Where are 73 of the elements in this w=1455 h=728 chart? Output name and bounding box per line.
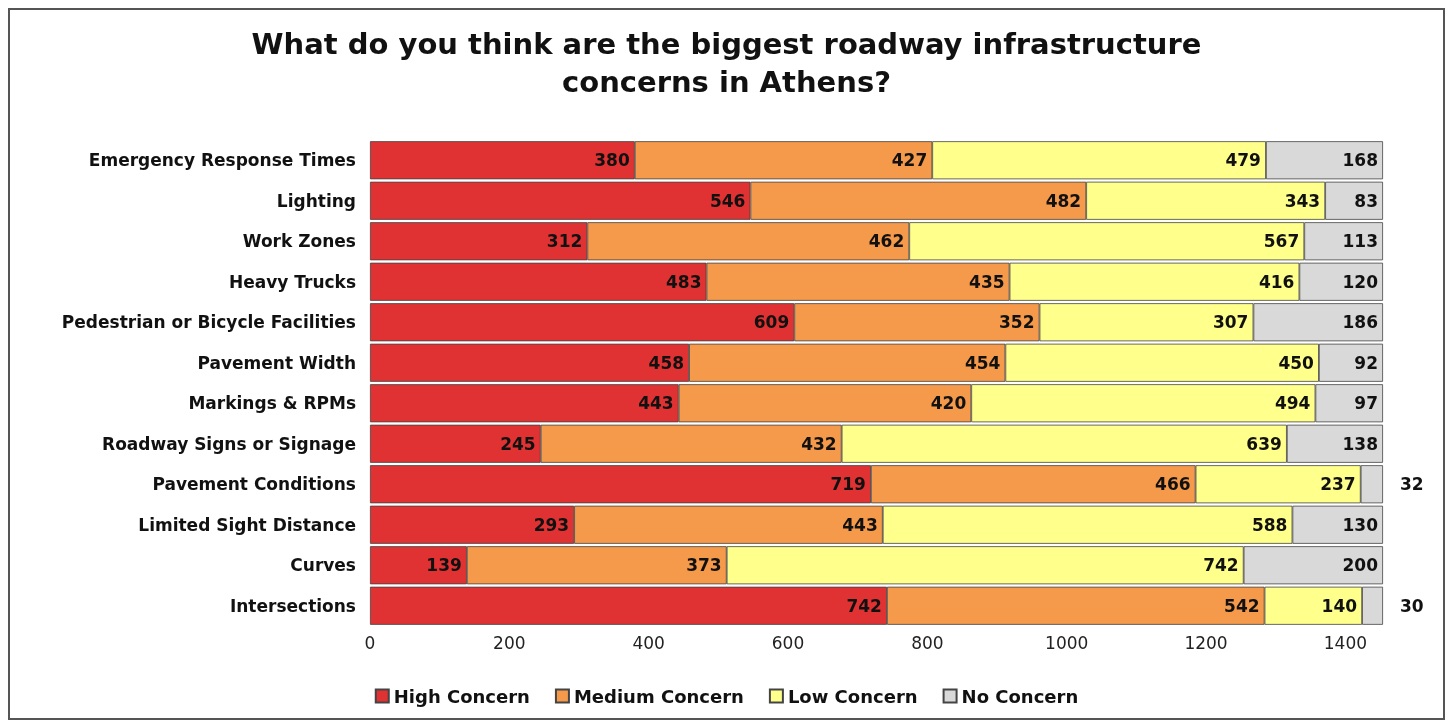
data-label: 742 bbox=[1203, 555, 1239, 576]
legend-label: High Concern bbox=[393, 685, 530, 707]
x-tick-label: 1000 bbox=[1045, 632, 1089, 653]
data-label: 30 bbox=[1400, 595, 1424, 616]
y-tick-label: Curves bbox=[290, 555, 356, 576]
data-label: 639 bbox=[1246, 433, 1282, 454]
data-label: 435 bbox=[969, 271, 1005, 292]
data-label: 113 bbox=[1342, 231, 1378, 252]
data-label: 32 bbox=[1400, 474, 1424, 495]
data-label: 450 bbox=[1278, 352, 1315, 373]
data-label: 130 bbox=[1342, 514, 1379, 535]
data-label: 420 bbox=[930, 393, 967, 414]
data-label: 542 bbox=[1224, 595, 1260, 616]
data-label: 567 bbox=[1263, 231, 1300, 252]
data-label: 140 bbox=[1321, 595, 1358, 616]
data-label: 138 bbox=[1342, 433, 1378, 454]
data-label: 546 bbox=[709, 190, 746, 211]
chart-title: What do you think are the biggest roadway infrastructure concerns in Athens? bbox=[251, 27, 1202, 99]
y-tick-label: Intersections bbox=[229, 595, 356, 616]
data-label: 139 bbox=[426, 555, 462, 576]
x-tick-label: 0 bbox=[364, 632, 376, 653]
data-label: 483 bbox=[666, 271, 702, 292]
data-label: 237 bbox=[1320, 474, 1356, 495]
data-label: 479 bbox=[1225, 150, 1261, 171]
x-tick-label: 1400 bbox=[1323, 632, 1368, 653]
y-tick-label: Emergency Response Times bbox=[88, 150, 356, 171]
data-label: 200 bbox=[1342, 555, 1379, 576]
data-label: 380 bbox=[594, 150, 630, 171]
data-label: 609 bbox=[753, 312, 790, 333]
data-label: 458 bbox=[648, 352, 685, 373]
data-label: 97 bbox=[1354, 393, 1378, 414]
data-label: 462 bbox=[868, 231, 905, 252]
data-label: 742 bbox=[846, 595, 882, 616]
data-label: 312 bbox=[546, 231, 583, 252]
data-label: 416 bbox=[1258, 271, 1295, 292]
data-label: 482 bbox=[1045, 190, 1082, 211]
x-tick-label: 800 bbox=[911, 632, 944, 653]
data-label: 432 bbox=[801, 433, 837, 454]
legend-label: No Concern bbox=[961, 685, 1079, 707]
data-label: 307 bbox=[1212, 312, 1249, 333]
data-label: 168 bbox=[1342, 150, 1378, 171]
data-label: 494 bbox=[1274, 393, 1311, 414]
data-label: 588 bbox=[1251, 514, 1288, 535]
data-label: 427 bbox=[891, 150, 928, 171]
data-label: 120 bbox=[1342, 271, 1379, 292]
data-label: 466 bbox=[1155, 474, 1191, 495]
y-tick-label: Markings & RPMs bbox=[188, 393, 356, 414]
data-label: 373 bbox=[686, 555, 722, 576]
data-label: 186 bbox=[1342, 312, 1378, 333]
y-tick-label: Pavement Conditions bbox=[152, 474, 356, 495]
data-label: 352 bbox=[999, 312, 1035, 333]
legend-label: Low Concern bbox=[787, 685, 918, 707]
data-label: 245 bbox=[500, 433, 536, 454]
y-tick-label: Limited Sight Distance bbox=[138, 514, 356, 535]
x-tick-label: 200 bbox=[493, 632, 526, 653]
legend-label: Medium Concern bbox=[573, 685, 744, 707]
y-tick-label: Work Zones bbox=[242, 231, 356, 252]
x-tick-label: 1200 bbox=[1184, 632, 1228, 653]
x-tick-label: 400 bbox=[632, 632, 665, 653]
data-label: 293 bbox=[533, 514, 570, 535]
data-label: 719 bbox=[830, 474, 866, 495]
y-tick-label: Heavy Trucks bbox=[228, 271, 356, 292]
data-label: 343 bbox=[1284, 190, 1321, 211]
y-tick-label: Pavement Width bbox=[197, 352, 356, 373]
data-label: 83 bbox=[1354, 190, 1378, 211]
y-tick-label: Lighting bbox=[276, 190, 356, 211]
data-label: 92 bbox=[1354, 352, 1378, 373]
x-tick-label: 600 bbox=[771, 632, 805, 653]
y-tick-label: Roadway Signs or Signage bbox=[102, 433, 356, 454]
data-label: 443 bbox=[842, 514, 878, 535]
data-label: 454 bbox=[964, 352, 1001, 373]
y-tick-label: Pedestrian or Bicycle Facilities bbox=[61, 312, 356, 333]
data-label: 443 bbox=[638, 393, 674, 414]
